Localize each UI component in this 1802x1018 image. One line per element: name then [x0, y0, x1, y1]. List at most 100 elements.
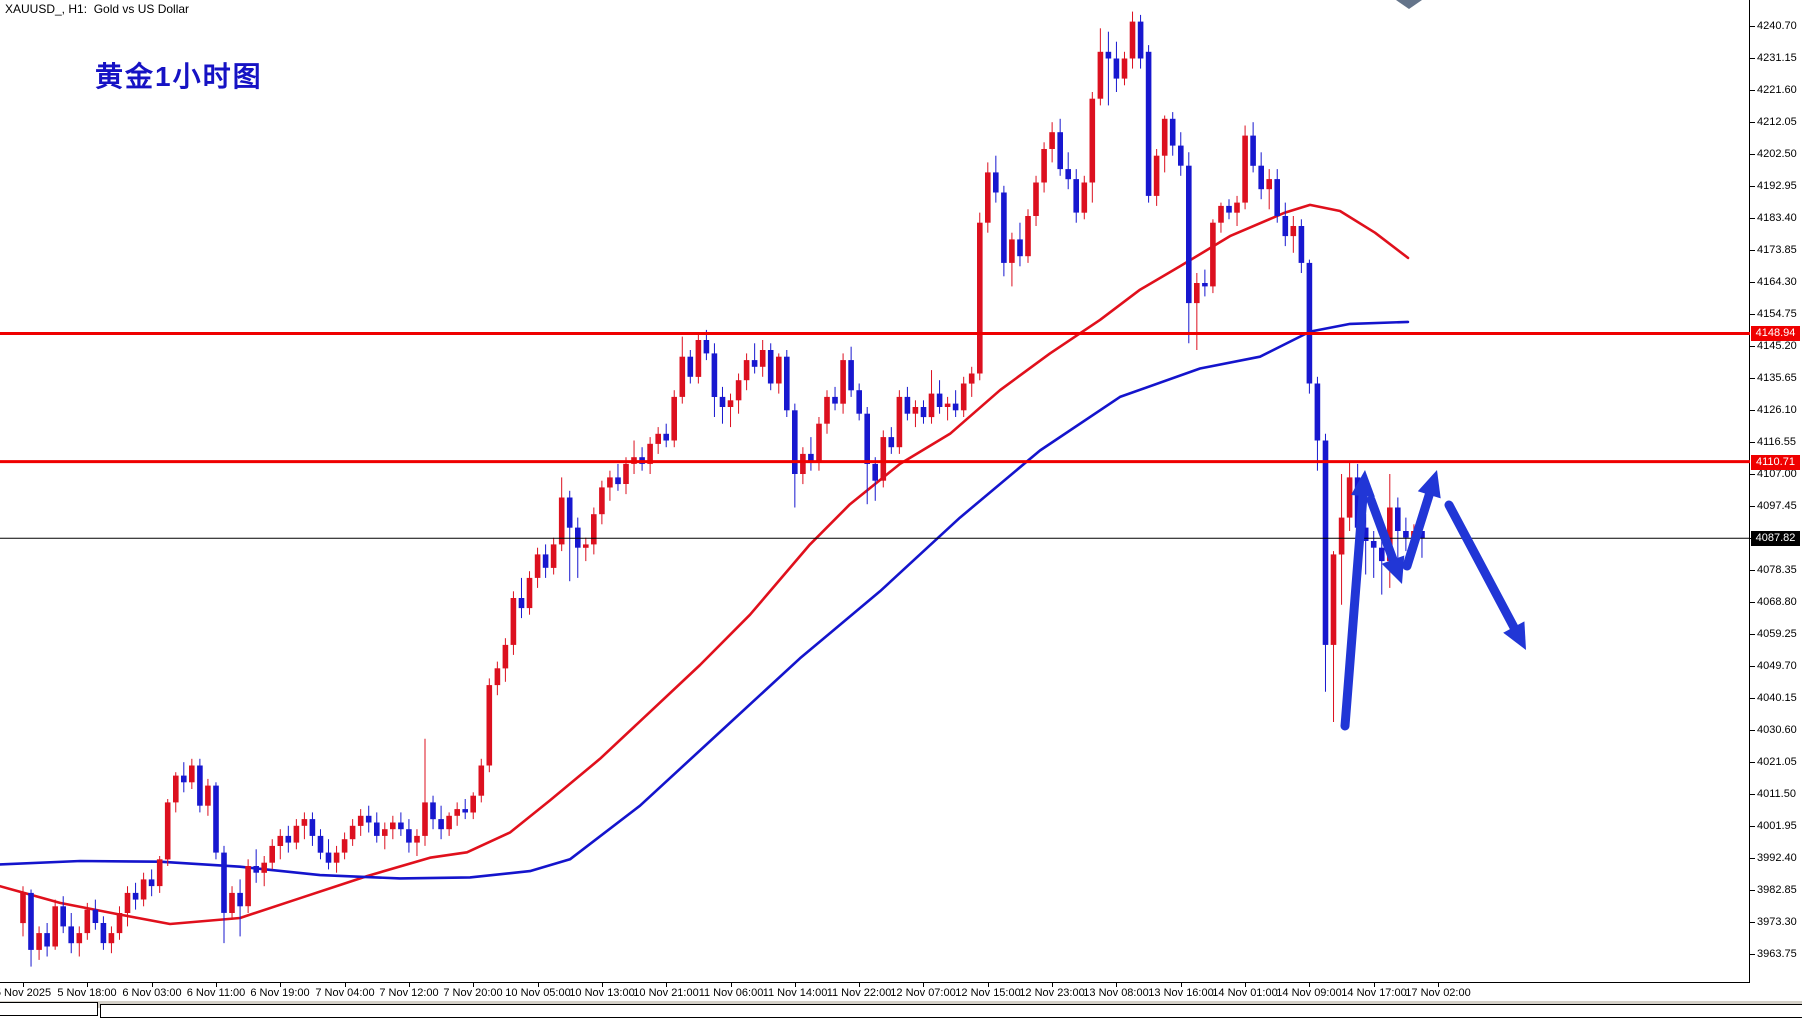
bear-candle	[1314, 383, 1321, 441]
bear-candle	[848, 360, 854, 391]
arrow-shaft[interactable]	[1402, 490, 1434, 571]
bear-candle	[904, 396, 911, 414]
time-axis-label: 7 Nov 20:00	[443, 987, 503, 999]
time-axis-tick	[859, 983, 860, 987]
bear-candle	[575, 527, 581, 548]
bear-candle	[1362, 527, 1369, 541]
bear-candle	[1017, 239, 1023, 257]
arrow-shaft[interactable]	[1444, 500, 1519, 632]
bull-candle	[840, 360, 846, 404]
bull-candle	[470, 795, 476, 813]
bull-candle	[390, 822, 396, 830]
bull-candle	[414, 835, 420, 843]
bear-candle	[615, 477, 621, 485]
time-axis-label: 14 Nov 09:00	[1276, 987, 1342, 999]
bear-candle	[406, 829, 412, 843]
arrow-shaft[interactable]	[1366, 495, 1398, 565]
bull-candle	[534, 554, 541, 578]
price-axis[interactable]: 4240.70 4231.15 4221.60 4212.05 4202.50 4192.…	[1750, 0, 1802, 983]
ma-slow-blue-line	[0, 320, 1410, 880]
bear-candle	[148, 879, 155, 887]
bear-candle	[872, 463, 878, 481]
arrow-head[interactable]	[1351, 470, 1375, 497]
bear-candle	[309, 819, 316, 836]
bull-candle	[776, 356, 782, 384]
bull-candle	[277, 835, 284, 846]
time-axis-tick	[602, 983, 603, 987]
arrow-head[interactable]	[1381, 555, 1405, 585]
time-axis[interactable]: 5 Nov 2025 5 Nov 18:00 6 Nov 03:00 6 Nov 11…	[0, 983, 1802, 1002]
arrow-head[interactable]	[1503, 621, 1526, 650]
time-axis-label: 5 Nov 2025	[0, 987, 52, 999]
bull-candle	[1234, 202, 1240, 213]
price-line-label-badge: 4148.94	[1751, 326, 1800, 341]
chevron-down-icon[interactable]	[1396, 0, 1422, 9]
trend-arrow-annotation[interactable]	[1340, 470, 1526, 731]
bull-candle	[1161, 118, 1168, 156]
time-axis-label: 5 Nov 18:00	[57, 987, 117, 999]
price-axis-label: 4049.70	[1757, 660, 1797, 672]
time-axis-label: 13 Nov 16:00	[1148, 987, 1214, 999]
bear-candle	[197, 765, 203, 806]
price-axis-label: 4221.60	[1757, 84, 1797, 96]
bear-candle	[1178, 145, 1184, 166]
bull-candle	[1025, 216, 1031, 257]
time-axis-label: 7 Nov 12:00	[379, 987, 439, 999]
bull-candle	[382, 829, 388, 836]
bear-candle	[1298, 226, 1305, 263]
bull-candle	[1009, 239, 1015, 263]
bear-candle	[751, 360, 758, 367]
price-axis-tick	[1750, 474, 1755, 475]
bear-candle	[92, 909, 99, 923]
price-axis-tick	[1750, 90, 1755, 91]
bear-candle	[68, 926, 74, 944]
bull-candle	[824, 396, 830, 424]
price-axis-tick	[1750, 186, 1755, 187]
bear-candle	[253, 866, 259, 873]
bull-candle	[759, 350, 766, 367]
bull-candle	[800, 453, 806, 474]
chart-plot-area[interactable]: XAUUSD_, H1: Gold vs US Dollar 黄金1小时图	[0, 0, 1750, 983]
bear-candle	[398, 822, 404, 830]
time-axis-tick	[345, 983, 346, 987]
price-chart-canvas[interactable]	[0, 0, 1750, 983]
bull-candle	[526, 577, 533, 609]
bull-candle	[1338, 517, 1345, 555]
bull-candle	[623, 463, 629, 484]
bear-candle	[542, 554, 549, 568]
bull-candle	[607, 477, 613, 488]
bear-candle	[132, 892, 139, 900]
bull-candle	[446, 815, 452, 830]
bull-candle	[695, 340, 702, 377]
price-axis-label: 4126.10	[1757, 404, 1797, 416]
bull-candle	[1194, 283, 1200, 304]
price-axis-label: 4192.95	[1757, 180, 1797, 192]
price-axis-label: 4116.55	[1757, 436, 1796, 448]
candles-group	[20, 11, 1425, 967]
bull-candle	[558, 497, 565, 545]
time-axis-label: 11 Nov 14:00	[762, 987, 828, 999]
bull-candle	[1081, 182, 1088, 213]
ma-fast-red-line	[0, 203, 1410, 926]
price-axis-tick	[1750, 282, 1755, 283]
price-axis-label: 3963.75	[1757, 948, 1797, 960]
time-axis-label: 12 Nov 15:00	[955, 987, 1021, 999]
bull-candle	[52, 906, 58, 947]
bull-candle	[20, 892, 26, 924]
bear-candle	[784, 356, 790, 411]
bull-candle	[1041, 149, 1047, 183]
time-axis-tick	[1052, 983, 1053, 987]
time-axis-tick	[1438, 983, 1439, 987]
price-axis-tick	[1750, 314, 1755, 315]
bear-candle	[1274, 179, 1280, 216]
arrow-head[interactable]	[1417, 470, 1441, 499]
bull-candle	[116, 913, 123, 934]
bull-candle	[671, 396, 677, 441]
bear-candle	[864, 413, 870, 464]
arrow-shaft[interactable]	[1340, 491, 1368, 731]
bear-candle	[566, 497, 573, 528]
bear-candle	[1065, 169, 1071, 180]
bull-candle	[1218, 205, 1224, 223]
bear-candle	[374, 822, 380, 836]
price-axis-label: 4202.50	[1757, 148, 1797, 160]
